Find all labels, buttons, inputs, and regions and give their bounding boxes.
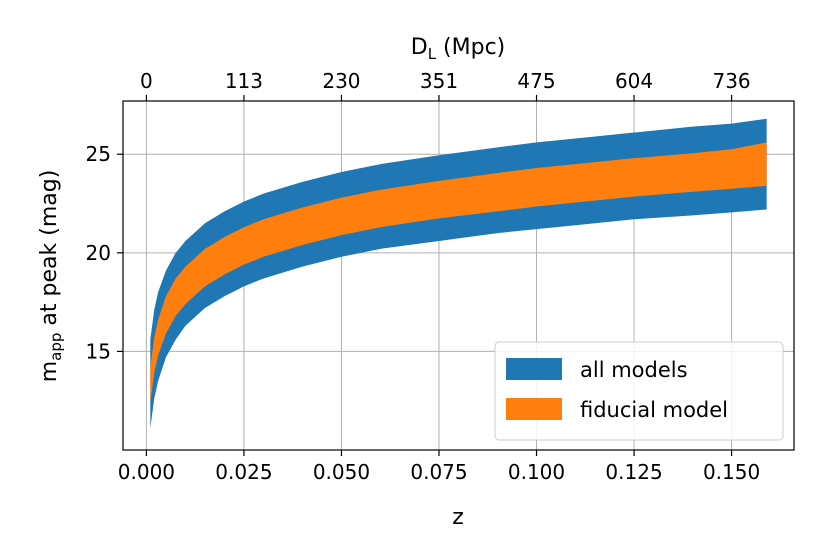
ticks: 0.000 0.025 0.050 0.075 0.100 0.125 0.150 0 113 2… — [86, 69, 761, 484]
x-axis-label: z — [452, 505, 464, 530]
x-tick-label-1: 0.025 — [215, 460, 272, 484]
x-tick-label-6: 0.150 — [703, 460, 760, 484]
y-tick-label-0: 15 — [86, 339, 111, 363]
legend-swatch-all-models — [506, 358, 562, 380]
y-tick-label-2: 25 — [86, 142, 111, 166]
y-axis-label-rest: at peak (mag) — [37, 170, 62, 333]
x-tick-label-0: 0.000 — [118, 460, 175, 484]
top-tick-label-1: 113 — [225, 69, 263, 93]
top-tick-label-0: 0 — [140, 69, 153, 93]
top-tick-label-5: 604 — [615, 69, 653, 93]
x-tick-label-5: 0.125 — [605, 460, 662, 484]
top-axis-label: DL (Mpc) — [411, 35, 506, 63]
legend: all models fiducial model — [494, 341, 784, 441]
y-axis-label-sub: app — [47, 333, 65, 361]
legend-swatch-fiducial-model — [506, 398, 562, 420]
legend-box — [494, 341, 784, 441]
top-tick-label-3: 351 — [420, 69, 458, 93]
top-tick-label-4: 475 — [517, 69, 555, 93]
top-axis-label-main: D — [411, 35, 428, 60]
bands — [150, 118, 767, 429]
x-tick-label-4: 0.100 — [508, 460, 565, 484]
x-tick-label-2: 0.050 — [313, 460, 370, 484]
plot-frame — [122, 100, 795, 451]
top-axis-label-unit: (Mpc) — [436, 35, 505, 60]
legend-label-fiducial-model: fiducial model — [580, 398, 728, 422]
y-axis-label: mapp at peak (mag) — [37, 170, 65, 383]
top-tick-label-6: 736 — [712, 69, 750, 93]
legend-label-all-models: all models — [580, 358, 688, 382]
x-tick-label-3: 0.075 — [410, 460, 467, 484]
top-axis-label-sub: L — [428, 45, 437, 63]
y-axis-label-main: m — [37, 361, 62, 382]
y-tick-label-1: 20 — [86, 241, 111, 265]
band-fiducial-model — [150, 142, 767, 403]
top-tick-label-2: 230 — [322, 69, 360, 93]
